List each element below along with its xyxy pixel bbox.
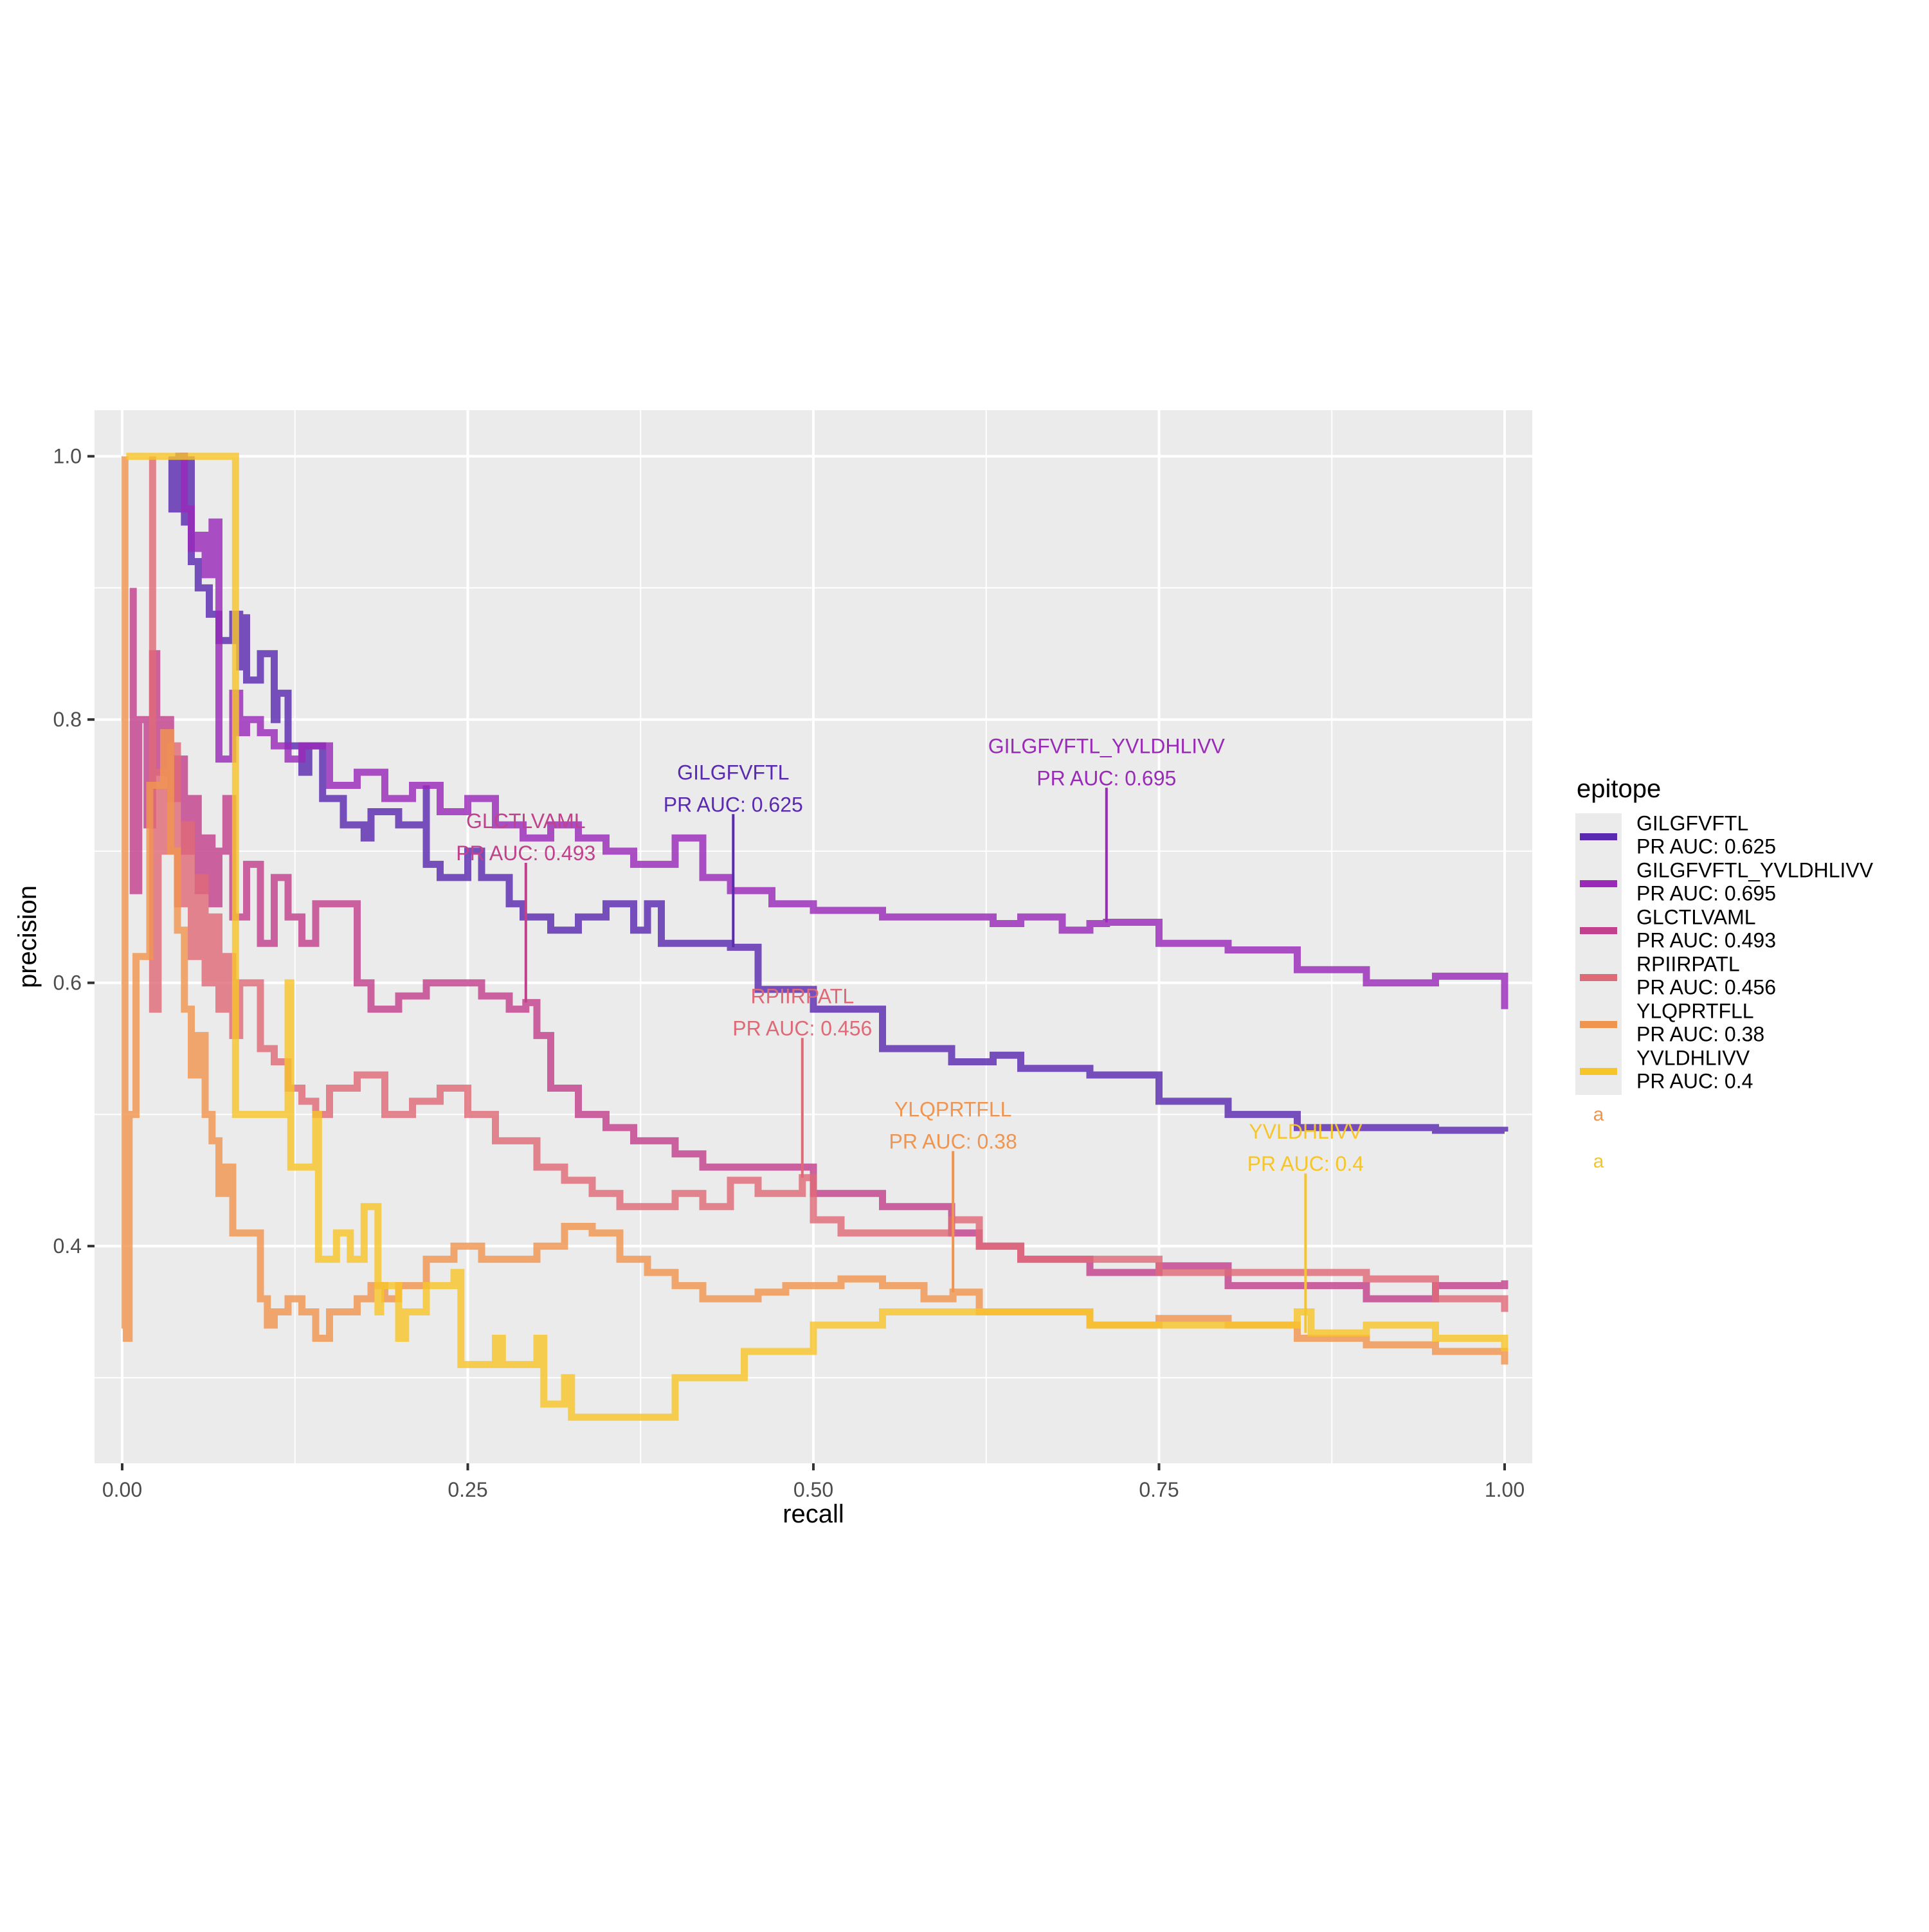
annotation-label: RPIIRPATL [750, 984, 854, 1007]
annotation-auc: PR AUC: 0.456 [732, 1016, 872, 1040]
annotation-auc: PR AUC: 0.493 [456, 842, 595, 865]
y-tick-label: 0.6 [53, 971, 82, 995]
legend-item-auc: PR AUC: 0.4 [1636, 1070, 1753, 1093]
series-lines [121, 453, 1508, 1421]
annotation-auc: PR AUC: 0.4 [1247, 1152, 1364, 1175]
x-axis-label: recall [783, 1500, 844, 1528]
annotations: GILGFVFTL PR AUC: 0.625 GILGFVFTL_YVLDHLIV… [456, 734, 1364, 1333]
annotation-auc: PR AUC: 0.695 [1037, 766, 1176, 790]
legend-item-auc: PR AUC: 0.456 [1636, 976, 1776, 999]
legend-item-auc: PR AUC: 0.38 [1636, 1023, 1764, 1046]
legend-item-auc: PR AUC: 0.695 [1636, 882, 1776, 905]
x-tick-label: 0.25 [448, 1478, 487, 1501]
legend-item-label: YVLDHLIVV [1636, 1047, 1750, 1070]
y-tick-label: 1.0 [53, 445, 82, 468]
legend-title: epitope [1577, 775, 1661, 803]
x-tick-label: 0.50 [793, 1478, 833, 1501]
annotation-auc: PR AUC: 0.38 [889, 1130, 1017, 1153]
x-tick-label: 0.75 [1139, 1478, 1179, 1501]
legend-extra-key: a [1593, 1151, 1604, 1172]
legend-key-background [1575, 813, 1622, 1095]
annotation-label: GLCTLVAML [466, 809, 586, 833]
legend-item-label: GLCTLVAML [1636, 906, 1756, 929]
y-tick-label: 0.8 [53, 708, 82, 731]
legend-item-auc: PR AUC: 0.493 [1636, 929, 1776, 952]
y-tick-label: 0.4 [53, 1234, 82, 1258]
axes: 0.00 0.25 0.50 0.75 1.00 0.4 0.6 0.8 1.0 [53, 445, 1525, 1501]
legend-item-label: GILGFVFTL [1636, 812, 1748, 835]
series-line-yvldhlivv [126, 453, 1508, 1421]
legend-item-label: YLQPRTFLL [1636, 1000, 1754, 1023]
annotation-auc: PR AUC: 0.625 [664, 793, 803, 816]
series-line-glctlvaml [129, 588, 1508, 1303]
annotation-label: GILGFVFTL_YVLDHLIVV [988, 734, 1226, 757]
legend-item-label: RPIIRPATL [1636, 953, 1740, 976]
annotation-label: YLQPRTFLL [894, 1097, 1012, 1121]
legend-item-label: GILGFVFTL_YVLDHLIVV [1636, 859, 1874, 882]
legend-extra-key: a [1593, 1104, 1604, 1125]
y-axis-label: precision [14, 885, 42, 988]
series-line-rpiirpatl [149, 456, 1508, 1312]
annotation-label: GILGFVFTL [677, 761, 789, 784]
legend-item-auc: PR AUC: 0.625 [1636, 835, 1776, 858]
annotation-label: YVLDHLIVV [1249, 1120, 1363, 1143]
x-tick-label: 0.00 [102, 1478, 142, 1501]
x-tick-label: 1.00 [1485, 1478, 1525, 1501]
